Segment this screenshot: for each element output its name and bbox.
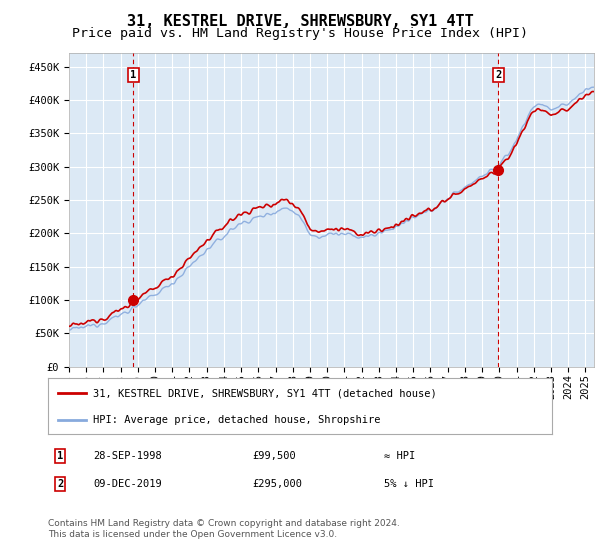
Text: Price paid vs. HM Land Registry's House Price Index (HPI): Price paid vs. HM Land Registry's House … — [72, 27, 528, 40]
Text: 1: 1 — [130, 70, 137, 80]
Text: 31, KESTREL DRIVE, SHREWSBURY, SY1 4TT: 31, KESTREL DRIVE, SHREWSBURY, SY1 4TT — [127, 14, 473, 29]
Text: HPI: Average price, detached house, Shropshire: HPI: Average price, detached house, Shro… — [94, 415, 381, 425]
Text: 1: 1 — [57, 451, 63, 461]
Text: £99,500: £99,500 — [252, 451, 296, 461]
Text: 09-DEC-2019: 09-DEC-2019 — [93, 479, 162, 489]
Text: 2: 2 — [57, 479, 63, 489]
Text: £295,000: £295,000 — [252, 479, 302, 489]
Text: ≈ HPI: ≈ HPI — [384, 451, 415, 461]
Text: 31, KESTREL DRIVE, SHREWSBURY, SY1 4TT (detached house): 31, KESTREL DRIVE, SHREWSBURY, SY1 4TT (… — [94, 388, 437, 398]
Text: 5% ↓ HPI: 5% ↓ HPI — [384, 479, 434, 489]
Text: 28-SEP-1998: 28-SEP-1998 — [93, 451, 162, 461]
Text: 2: 2 — [495, 70, 502, 80]
Text: Contains HM Land Registry data © Crown copyright and database right 2024.
This d: Contains HM Land Registry data © Crown c… — [48, 520, 400, 539]
